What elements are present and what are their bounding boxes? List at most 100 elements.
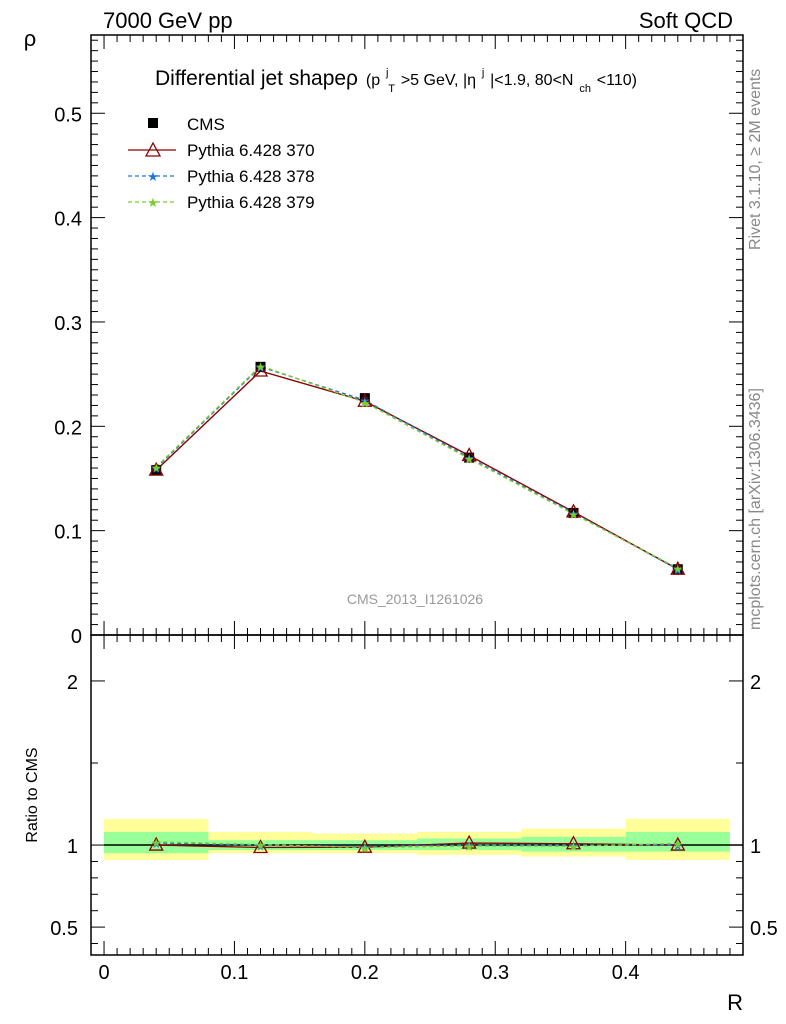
title-eta-sup: j [481, 67, 484, 79]
data-point: ★ [151, 462, 162, 476]
data-point: ★ [359, 394, 370, 408]
plot-title: Differential jet shapeρ (p j T >5 GeV, |… [155, 58, 637, 97]
ratio-point: ★ [672, 839, 683, 853]
data-point [252, 362, 269, 377]
ratio-panel: 0.5 0.51 12 20 0.1 0.2 0.3 0.4 ★ ★ ★ ★ ★ ★★ ★ ★ ★ ★ ★ Rat… [24, 634, 778, 1015]
ratio-markers-pythia-370 [148, 834, 686, 854]
rivet-label: Rivet 3.1.10, ≥ 2M events [747, 69, 764, 250]
y-tick-label: 0.2 [54, 417, 82, 439]
ratio-line [156, 842, 678, 848]
data-point: ★ [672, 562, 683, 576]
data-point [568, 507, 579, 518]
ratio-point [670, 836, 686, 851]
ratio-markers-pythia-379: ★ ★ ★ ★ ★ ★ [151, 836, 683, 856]
y-tick-label: 0.3 [54, 313, 82, 335]
series-line [155, 370, 679, 570]
stat-uncertainty-band [625, 831, 730, 852]
ratio-point: ★ [255, 839, 266, 853]
ratio-markers-pythia-378: ★ ★ ★ ★ ★ ★ [151, 837, 683, 854]
data-point [255, 361, 266, 372]
ratio-y-tick-label-right: 2 [750, 672, 761, 694]
mcplots-label: mcplots.cern.ch [arXiv:1306.3436] [747, 388, 764, 630]
data-point [357, 392, 373, 407]
title-pt-sup: j [385, 67, 388, 79]
ratio-point: ★ [359, 840, 370, 854]
ratio-axis-ticks [90, 635, 744, 955]
data-point [461, 447, 477, 462]
ratio-series-pythia-379 [156, 841, 678, 849]
x-tick-label: 0.1 [221, 962, 249, 984]
legend-label: Pythia 6.428 370 [187, 141, 315, 160]
ratio-y-tick-label: 0.5 [50, 918, 78, 940]
x-tick-label: 0.3 [481, 962, 509, 984]
legend-entry-pythia-370: Pythia 6.428 370 [128, 141, 315, 160]
title-pt-cut: >5 GeV, |η [401, 72, 476, 89]
markers-pythia-370 [148, 362, 686, 575]
title-text: Differential jet shapeρ [155, 67, 358, 90]
legend-label: Pythia 6.428 378 [187, 167, 315, 186]
ratio-point [252, 839, 269, 854]
markers-pythia-378: ★ ★ ★ ★ ★ ★ [151, 361, 683, 577]
series-line [155, 364, 679, 569]
ratio-plot-frame [90, 634, 744, 956]
main-panel: 00.10.20.30.40.5 ★★★★★★★★★★★★ ρ CMS_2013… [24, 26, 744, 648]
legend-entry-cms: CMS [148, 115, 225, 134]
stat-uncertainty-band [104, 831, 209, 854]
ratio-point: ★ [255, 839, 266, 853]
data-point: ★ [255, 360, 266, 374]
x-axis-label: R [727, 990, 743, 1015]
ratio-uncertainty-bands [104, 818, 743, 860]
data-point [565, 503, 582, 518]
ratio-y-tick-label-right: 0.5 [750, 918, 778, 940]
series-pythia-379 [155, 364, 679, 569]
data-point [672, 564, 683, 575]
ratio-y-tick-label: 2 [67, 672, 78, 694]
main-series: ★★★★★★★★★★★★ [148, 360, 686, 577]
data-point: ★ [672, 563, 683, 577]
title-nch-sub: ch [579, 83, 591, 95]
title-eta-cut: |<1.9, 80<N [490, 72, 573, 89]
ratio-point [357, 838, 373, 853]
main-axis-ticks [90, 35, 744, 636]
energy-label: 7000 GeV pp [103, 8, 233, 33]
legend-triangle-marker [144, 141, 162, 157]
y-tick-label: 0.1 [54, 522, 82, 544]
process-label: Soft QCD [639, 8, 733, 33]
series-pythia-370 [155, 370, 679, 570]
series-line [155, 366, 679, 570]
data-point: ★ [568, 507, 579, 521]
data-point: ★ [359, 396, 370, 410]
x-tick-label: 0.2 [351, 962, 379, 984]
ratio-line [156, 841, 678, 849]
ratio-tick-labels: 0.5 0.5 1 1 2 2 0 0.1 0.2 0.3 0.4 [50, 672, 778, 984]
data-point [151, 465, 162, 476]
watermark: CMS_2013_I1261026 [347, 591, 483, 607]
ratio-point [565, 835, 582, 850]
title-pt-sub: T [388, 83, 395, 95]
data-point: ★ [151, 461, 162, 475]
ratio-series: ★ ★ ★ ★ ★ ★★ ★ ★ ★ ★ ★ [148, 834, 686, 856]
y-axis-label: ρ [24, 26, 37, 51]
data-point [464, 452, 475, 463]
ratio-point: ★ [151, 837, 162, 851]
ratio-y-tick-label-right: 1 [750, 836, 761, 858]
data-point: ★ [255, 361, 266, 375]
ratio-y-axis-label: Ratio to CMS [24, 747, 41, 842]
ratio-point: ★ [568, 839, 579, 853]
x-tick-label: 0 [98, 962, 109, 984]
title-close: <110) [597, 72, 637, 89]
markers-pythia-379: ★ ★ ★ ★ ★ ★ [151, 360, 683, 576]
legend-entry-pythia-379: ★ Pythia 6.428 379 [128, 193, 315, 212]
ratio-point: ★ [359, 842, 370, 856]
data-point: ★ [568, 508, 579, 522]
title-open: (p [366, 72, 380, 89]
legend-star-marker: ★ [147, 195, 159, 210]
legend-entry-pythia-378: ★ Pythia 6.428 378 [128, 167, 315, 186]
ratio-point [148, 836, 164, 851]
stat-uncertainty-band [417, 838, 522, 850]
y-tick-label: 0 [71, 626, 82, 648]
legend-label: CMS [187, 115, 225, 134]
legend-star-marker: ★ [147, 169, 159, 184]
ratio-series-pythia-378 [156, 842, 678, 848]
